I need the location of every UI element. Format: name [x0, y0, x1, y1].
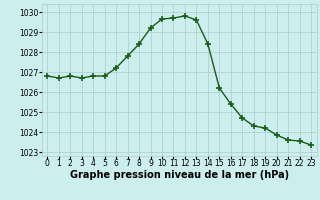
X-axis label: Graphe pression niveau de la mer (hPa): Graphe pression niveau de la mer (hPa) [70, 170, 289, 180]
